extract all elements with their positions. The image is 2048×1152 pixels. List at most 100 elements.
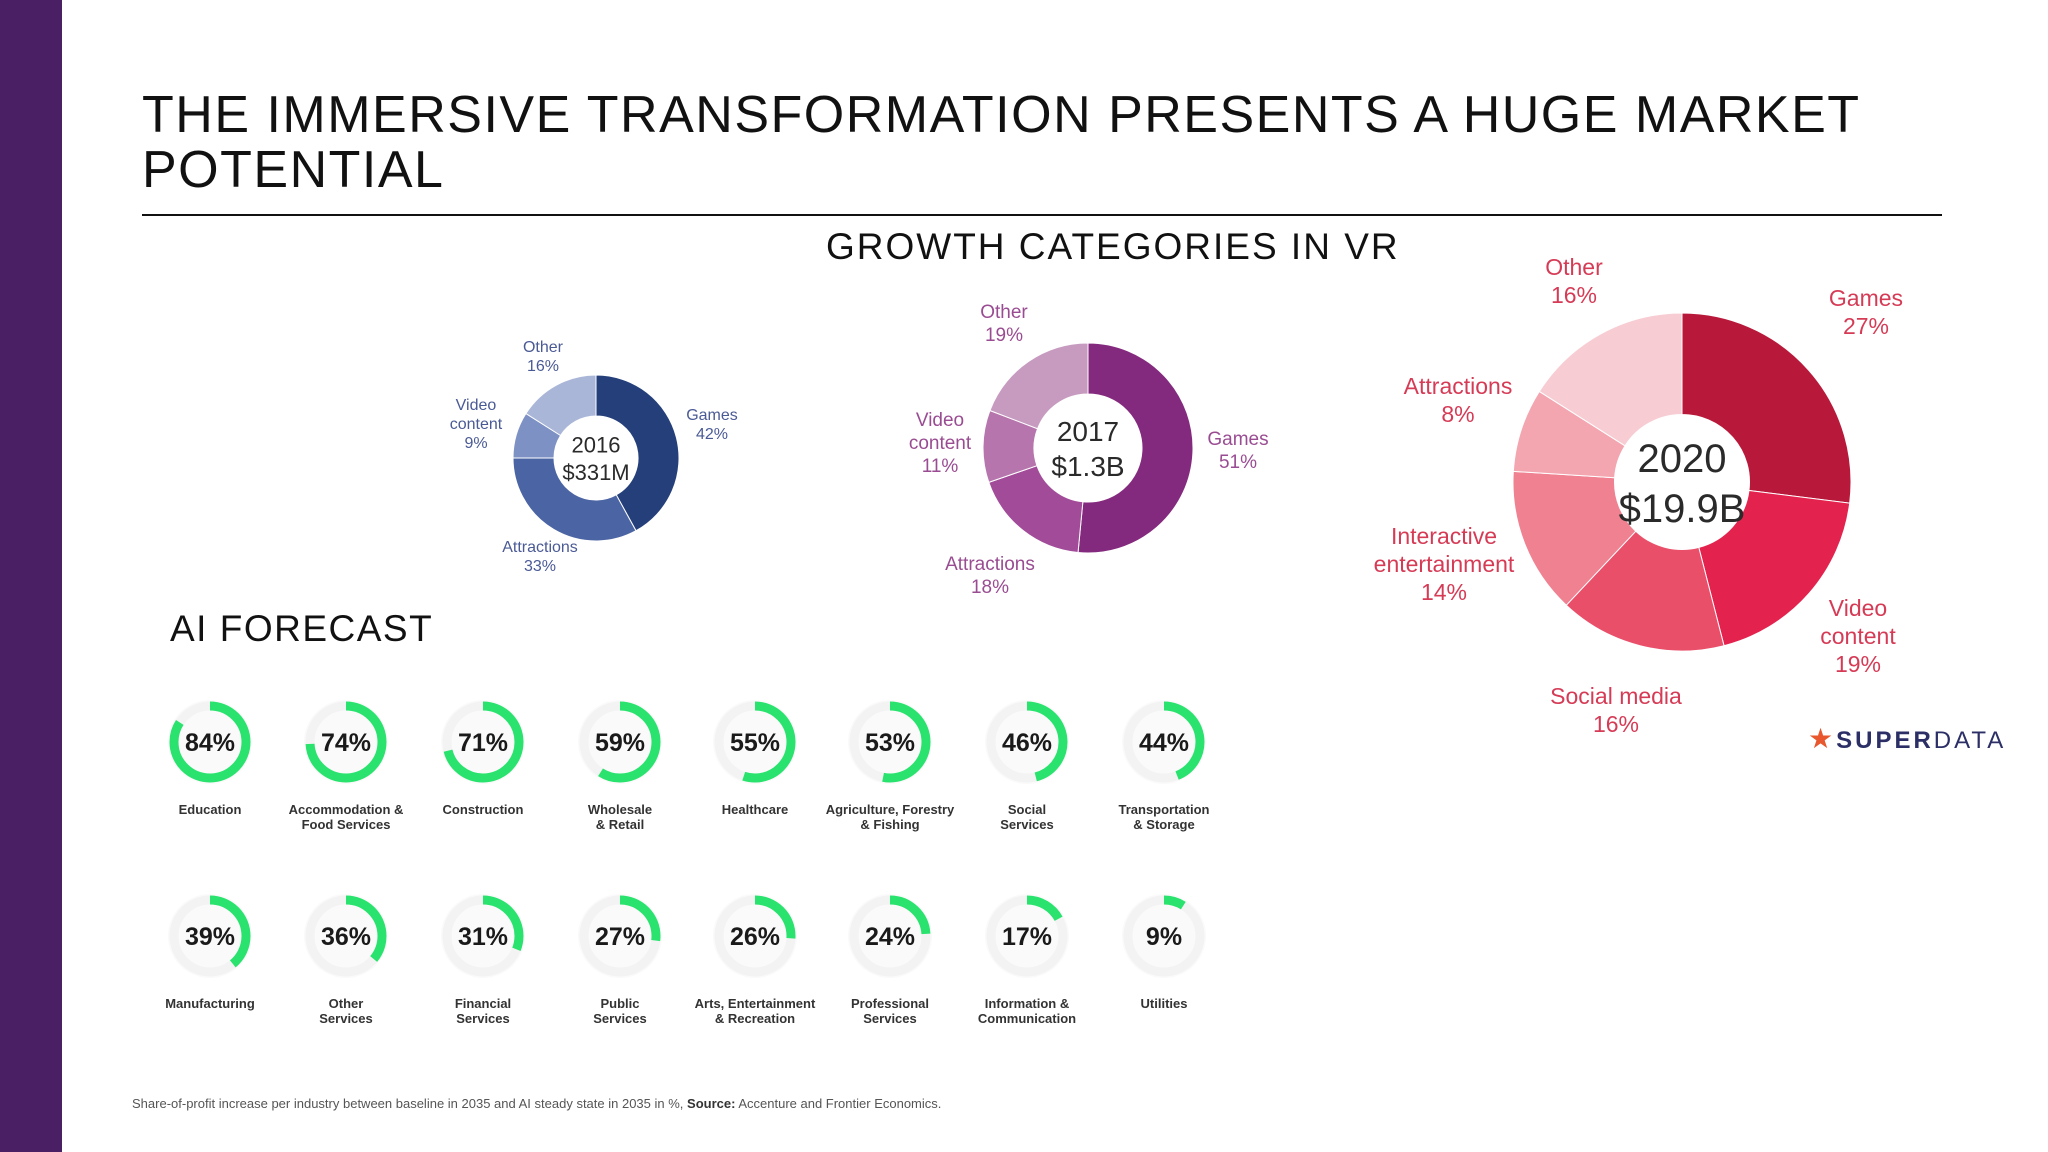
ring-arc-wholesale-retail [579,701,661,783]
ring-label-healthcare: Healthcare [722,802,788,817]
ring-value-manufacturing: 39% [185,923,235,951]
ring-bg-arts-entertainment-recreation [713,894,797,978]
footnote: Share-of-profit increase per industry be… [132,1096,941,1111]
ring-value-education: 84% [185,729,235,757]
ring-bg-professional-services [848,894,932,978]
ring-arc-other-services [305,895,387,977]
ring-value-arts-entertainment-recreation: 26% [730,923,780,951]
ring-arc-healthcare [714,701,796,783]
ring-bg-public-services [578,894,662,978]
donut-2-label-games: Games 51% [1207,429,1268,473]
ring-arc-manufacturing [169,895,251,977]
ring-bg-utilities [1122,894,1206,978]
ring-label-other-services: Other Services [319,996,373,1026]
ring-value-wholesale-retail: 59% [595,729,645,757]
ring-value-healthcare: 55% [730,729,780,757]
donut-1-slice-attractions [512,457,637,542]
ring-label-arts-entertainment-recreation: Arts, Entertainment & Recreation [695,996,816,1026]
ring-arc-arts-entertainment-recreation [714,895,796,977]
footnote-source-label: Source: [687,1096,736,1111]
ring-bg-healthcare [713,700,797,784]
ring-arc-social-services [986,701,1068,783]
donut-3-label-other: Other 16% [1545,254,1603,308]
donut-2-center-year: 2017 [1057,416,1119,447]
ring-label-information-communication: Information & Communication [978,996,1076,1026]
donut-2-label-attractions: Attractions 18% [945,554,1035,598]
footnote-source: Accenture and Frontier Economics. [738,1096,942,1111]
ring-arc-transportation-storage [1123,701,1205,783]
ring-label-accommodation-food-services: Accommodation & Food Services [289,802,404,832]
ring-arc-utilities [1123,895,1205,977]
ring-value-other-services: 36% [321,923,371,951]
donut-1-label-video-content: Video content 9% [450,397,503,452]
ring-value-construction: 71% [458,729,508,757]
donut-3-label-interactive-entertainment: Interactive entertainment 14% [1374,523,1515,605]
ring-arc-professional-services [849,895,931,977]
donut-3-label-video-content: Video content 19% [1820,595,1896,677]
ring-arc-agriculture-forestry-fishing [849,701,931,783]
ring-label-wholesale-retail: Wholesale & Retail [588,802,652,832]
donut-2-slice-other [989,342,1089,430]
ring-arc-financial-services [442,895,524,977]
ring-value-social-services: 46% [1002,729,1052,757]
donut-1-slice-games [595,374,680,532]
donut-3-slice-other [1538,312,1683,447]
ring-label-professional-services: Professional Services [851,996,929,1026]
ring-label-transportation-storage: Transportation & Storage [1118,802,1209,832]
donut-2-label-other: Other 19% [980,302,1028,346]
donut-1-center-year: 2016 [572,433,621,458]
ring-bg-other-services [304,894,388,978]
logo-text-data: DATA [1933,727,2007,754]
page-title: THE IMMERSIVE TRANSFORMATION PRESENTS A … [142,86,1860,199]
donut-3-slice-games [1681,312,1852,504]
ring-bg-agriculture-forestry-fishing [848,700,932,784]
ring-bg-wholesale-retail [578,700,662,784]
ring-bg-manufacturing [168,894,252,978]
vr-section-heading: GROWTH CATEGORIES IN VR [826,226,1400,267]
donut-2-label-video-content: Video content 11% [909,410,972,477]
ring-label-utilities: Utilities [1141,996,1188,1011]
ring-bg-social-services [985,700,1069,784]
star-icon: ★ [1808,723,1837,754]
superdata-logo: ★SUPERDATA [1808,722,2006,755]
ring-value-financial-services: 31% [458,923,508,951]
ring-label-education: Education [179,802,242,817]
ring-label-agriculture-forestry-fishing: Agriculture, Forestry & Fishing [826,802,955,832]
donut-3-label-games: Games 27% [1829,285,1903,339]
donut-1-label-other: Other 16% [523,339,564,375]
donut-3-slice-video-content [1698,489,1851,647]
ring-bg-accommodation-food-services [304,700,388,784]
donut-3-center-year: 2020 [1638,437,1727,481]
ring-arc-information-communication [986,895,1068,977]
ring-bg-information-communication [985,894,1069,978]
ring-label-construction: Construction [443,802,524,817]
donut-3-center-value: $19.9B [1619,487,1746,531]
ring-bg-construction [441,700,525,784]
ring-arc-construction [442,701,524,783]
donut-1-center-value: $331M [562,460,629,485]
donut-3-slice-social-media [1565,530,1725,652]
ring-label-financial-services: Financial Services [455,996,511,1026]
ring-value-public-services: 27% [595,923,645,951]
donut-1-label-attractions: Attractions 33% [502,539,578,575]
donut-3-label-social-media: Social media 16% [1550,683,1682,737]
ring-label-manufacturing: Manufacturing [165,996,255,1011]
logo-text-super: SUPER [1836,727,1934,754]
ring-label-public-services: Public Services [593,996,647,1026]
title-divider [142,214,1942,216]
donut-2-center-value: $1.3B [1051,451,1124,482]
ring-value-agriculture-forestry-fishing: 53% [865,729,915,757]
ring-bg-transportation-storage [1122,700,1206,784]
ring-bg-education [168,700,252,784]
ring-value-accommodation-food-services: 74% [321,729,371,757]
ai-section-heading: AI FORECAST [170,608,434,649]
footnote-text: Share-of-profit increase per industry be… [132,1096,684,1111]
donut-3-label-attractions: Attractions 8% [1404,373,1513,427]
donut-1-slice-other [525,374,597,437]
ring-arc-education [169,701,251,783]
ring-value-information-communication: 17% [1002,923,1052,951]
ring-value-transportation-storage: 44% [1139,729,1189,757]
ring-label-social-services: Social Services [1000,802,1054,832]
donut-1-label-games: Games 42% [686,407,738,443]
